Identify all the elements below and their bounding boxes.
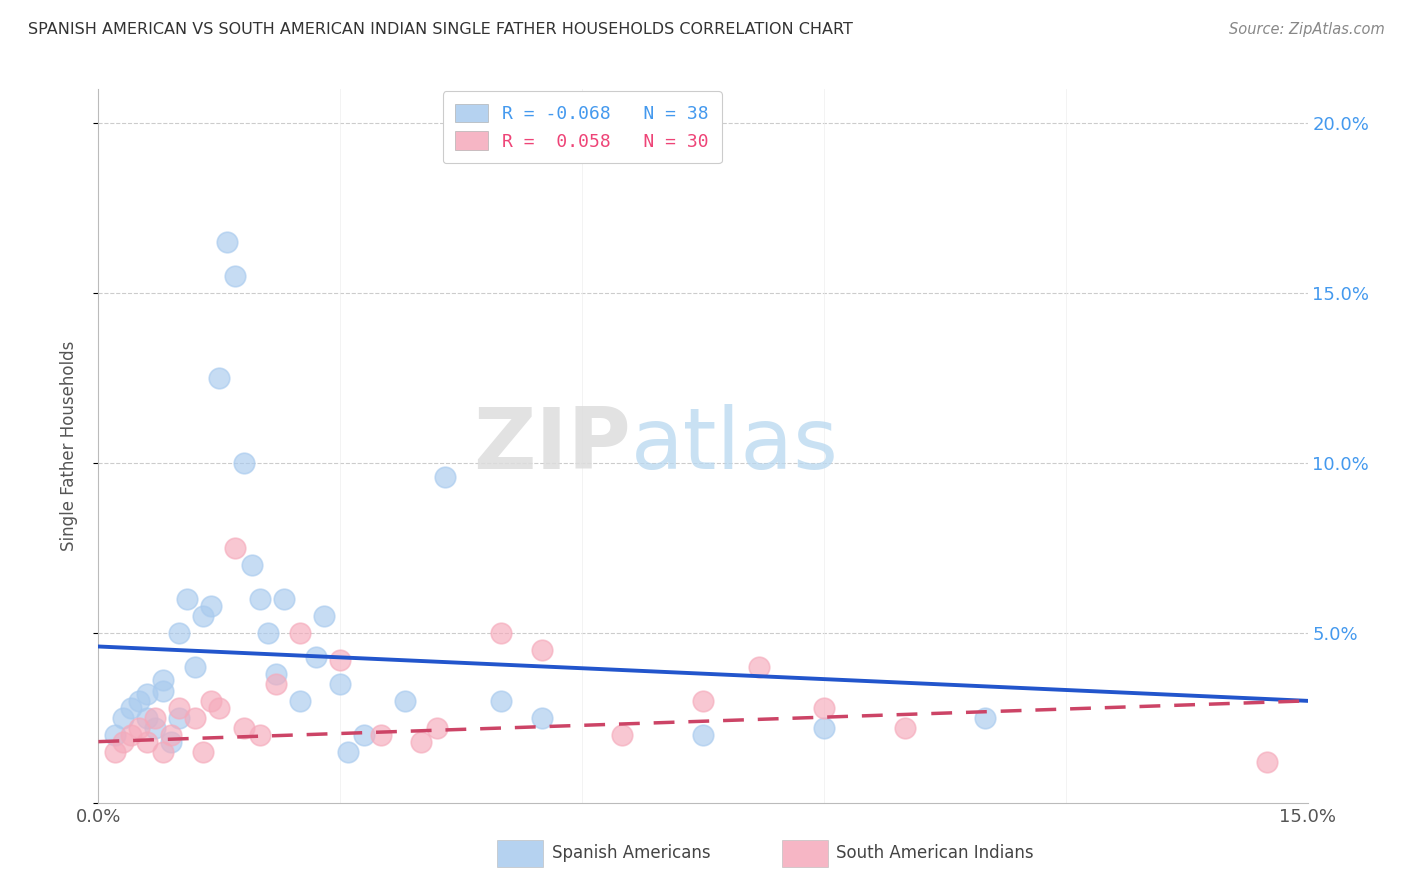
- Point: [152, 673, 174, 688]
- Point: [224, 541, 246, 555]
- Point: [434, 469, 457, 483]
- Point: [530, 711, 553, 725]
- Point: [288, 694, 311, 708]
- Point: [135, 711, 157, 725]
- Point: [120, 700, 142, 714]
- Point: [329, 653, 352, 667]
- Y-axis label: Single Father Households: Single Father Households: [59, 341, 77, 551]
- Point: [120, 728, 142, 742]
- Point: [167, 700, 190, 714]
- Point: [103, 745, 125, 759]
- Point: [491, 694, 513, 708]
- Point: [974, 711, 997, 725]
- Point: [217, 235, 239, 249]
- Point: [143, 721, 166, 735]
- Point: [224, 269, 246, 284]
- Point: [184, 660, 207, 674]
- Point: [184, 711, 207, 725]
- Bar: [498, 840, 543, 867]
- Text: South American Indians: South American Indians: [837, 845, 1033, 863]
- Point: [200, 694, 222, 708]
- Point: [314, 608, 336, 623]
- Point: [256, 626, 278, 640]
- Point: [103, 728, 125, 742]
- Text: Source: ZipAtlas.com: Source: ZipAtlas.com: [1229, 22, 1385, 37]
- Point: [893, 721, 915, 735]
- Point: [264, 677, 287, 691]
- Point: [240, 558, 263, 572]
- Point: [111, 734, 134, 748]
- Text: ZIP: ZIP: [472, 404, 630, 488]
- Point: [167, 626, 190, 640]
- Point: [167, 711, 190, 725]
- Point: [193, 608, 215, 623]
- Point: [530, 643, 553, 657]
- Point: [232, 721, 254, 735]
- Point: [329, 677, 352, 691]
- Text: SPANISH AMERICAN VS SOUTH AMERICAN INDIAN SINGLE FATHER HOUSEHOLDS CORRELATION C: SPANISH AMERICAN VS SOUTH AMERICAN INDIA…: [28, 22, 853, 37]
- Point: [1256, 755, 1278, 769]
- Legend: R = -0.068   N = 38, R =  0.058   N = 30: R = -0.068 N = 38, R = 0.058 N = 30: [443, 91, 721, 163]
- Bar: [782, 840, 828, 867]
- Point: [152, 683, 174, 698]
- Text: Spanish Americans: Spanish Americans: [551, 845, 710, 863]
- Point: [273, 591, 295, 606]
- Point: [409, 734, 432, 748]
- Point: [128, 694, 150, 708]
- Point: [612, 728, 634, 742]
- Point: [491, 626, 513, 640]
- Point: [232, 456, 254, 470]
- Point: [288, 626, 311, 640]
- Point: [200, 599, 222, 613]
- Point: [152, 745, 174, 759]
- Point: [813, 721, 835, 735]
- Point: [337, 745, 360, 759]
- Point: [813, 700, 835, 714]
- Point: [208, 371, 231, 385]
- Point: [748, 660, 770, 674]
- Point: [160, 728, 183, 742]
- Point: [426, 721, 449, 735]
- Point: [353, 728, 375, 742]
- Point: [370, 728, 392, 742]
- Point: [208, 700, 231, 714]
- Point: [176, 591, 198, 606]
- Point: [193, 745, 215, 759]
- Text: atlas: atlas: [630, 404, 838, 488]
- Point: [264, 666, 287, 681]
- Point: [394, 694, 416, 708]
- Point: [305, 649, 328, 664]
- Point: [249, 728, 271, 742]
- Point: [160, 734, 183, 748]
- Point: [249, 591, 271, 606]
- Point: [692, 728, 714, 742]
- Point: [128, 721, 150, 735]
- Point: [111, 711, 134, 725]
- Point: [143, 711, 166, 725]
- Point: [135, 734, 157, 748]
- Point: [135, 687, 157, 701]
- Point: [692, 694, 714, 708]
